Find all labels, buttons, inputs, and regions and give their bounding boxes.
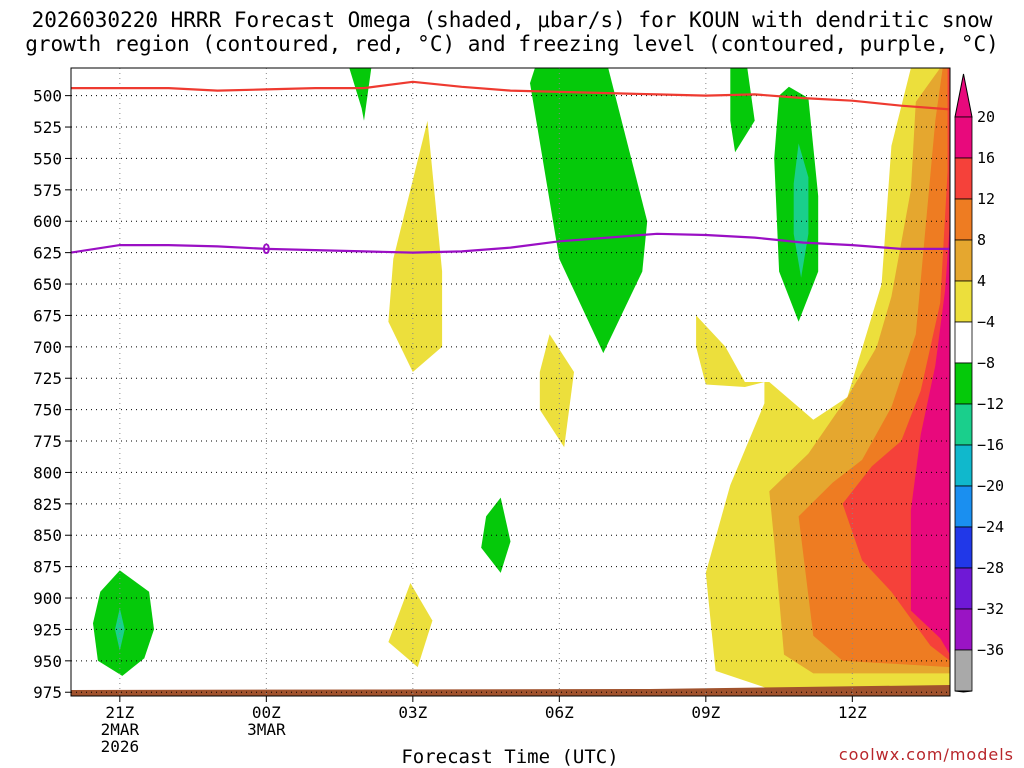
colorbar-seg-1 (954, 157, 973, 200)
x-tick-label-6-0: 03Z (398, 703, 427, 722)
colorbar-label-10: −24 (977, 518, 1004, 536)
omega-region-0 (93, 570, 154, 676)
colorbar: 20 16 12 8 4 −4 −8 −12 −16 −20 −24 −28 −32 −36 (954, 73, 1004, 693)
colorbar-seg-4 (954, 280, 973, 323)
omega-region-3 (388, 120, 443, 372)
colorbar-label-6: −8 (977, 354, 995, 372)
colorbar-label-4: 4 (977, 272, 986, 290)
y-tick-label-625: 625 (33, 244, 62, 263)
omega-region-5 (730, 68, 755, 153)
omega-region-9 (481, 497, 511, 573)
y-tick-label-525: 525 (33, 118, 62, 137)
omega-region-2 (349, 68, 372, 121)
x-tick-label-3-0: 00Z (252, 703, 281, 722)
colorbar-label-1: 16 (977, 149, 995, 167)
y-tick-label-975: 975 (33, 683, 62, 702)
y-tick-label-800: 800 (33, 463, 62, 482)
colorbar-seg-13 (954, 649, 973, 692)
omega-region-8 (539, 334, 574, 448)
y-tick-label-875: 875 (33, 558, 62, 577)
y-tick-label-750: 750 (33, 401, 62, 420)
x-tick-label-3-1: 3MAR (247, 720, 286, 739)
y-tick-label-550: 550 (33, 149, 62, 168)
y-tick-label-650: 650 (33, 275, 62, 294)
omega-region-4 (530, 68, 648, 354)
colorbar-bottom-arrow (954, 690, 973, 693)
terrain-strip (71, 685, 950, 696)
y-tick-label-725: 725 (33, 369, 62, 388)
colorbar-seg-10 (954, 526, 973, 569)
y-tick-label-575: 575 (33, 181, 62, 200)
colorbar-seg-3 (954, 239, 973, 282)
credit-text: coolwx.com/models (838, 745, 1014, 764)
x-tick-label-12-0: 09Z (691, 703, 720, 722)
colorbar-label-9: −20 (977, 477, 1004, 495)
colorbar-seg-7 (954, 403, 973, 446)
colorbar-label-7: −12 (977, 395, 1004, 413)
omega-region-15 (910, 221, 950, 655)
y-tick-label-500: 500 (33, 87, 62, 106)
omega-region-7 (793, 143, 809, 278)
freezing-line-label: 0 (262, 242, 270, 258)
plot-frame (70, 67, 951, 697)
x-tick-label-0-1: 2MAR (101, 720, 140, 739)
y-tick-label-700: 700 (33, 338, 62, 357)
colorbar-seg-6 (954, 362, 973, 405)
axes: 500 525 550 575 600 625 650 675 700 725 750 775 800 8… (33, 67, 951, 756)
y-tick-label-600: 600 (33, 212, 62, 231)
x-tick-label-0-0: 21Z (105, 703, 134, 722)
x-tick-label-9-0: 06Z (545, 703, 574, 722)
colorbar-label-0: 20 (977, 108, 995, 126)
colorbar-label-2: 12 (977, 190, 995, 208)
colorbar-seg-12 (954, 608, 973, 651)
y-tick-label-825: 825 (33, 495, 62, 514)
colorbar-label-12: −32 (977, 600, 1004, 618)
y-tick-label-950: 950 (33, 652, 62, 671)
colorbar-label-13: −36 (977, 641, 1004, 659)
colorbar-label-5: −4 (977, 313, 995, 331)
x-tick-label-15-0: 12Z (838, 703, 867, 722)
colorbar-seg-0 (954, 116, 973, 159)
colorbar-label-8: −16 (977, 436, 1004, 454)
colorbar-seg-5 (954, 321, 973, 364)
y-tick-label-900: 900 (33, 589, 62, 608)
colorbar-label-11: −28 (977, 559, 1004, 577)
contour-lines: 0 (71, 80, 950, 258)
chart-title-line-2: growth region (contoured, red, °C) and f… (25, 32, 999, 56)
colorbar-seg-11 (954, 567, 973, 610)
freezing-line (71, 232, 950, 254)
omega-regions (71, 68, 950, 696)
x-axis-label: Forecast Time (UTC) (401, 746, 618, 768)
chart-title-line-1: 2026030220 HRRR Forecast Omega (shaded, … (31, 8, 993, 32)
colorbar-top-arrow (954, 73, 973, 118)
y-tick-label-850: 850 (33, 526, 62, 545)
colorbar-label-3: 8 (977, 231, 986, 249)
omega-region-1 (115, 608, 125, 651)
y-tick-label-675: 675 (33, 306, 62, 325)
colorbar-seg-2 (954, 198, 973, 241)
y-tick-label-925: 925 (33, 620, 62, 639)
x-tick-label-0-2: 2026 (101, 737, 140, 756)
y-tick-label-775: 775 (33, 432, 62, 451)
dendritic-line (71, 80, 950, 111)
omega-region-10 (388, 583, 433, 668)
colorbar-seg-9 (954, 485, 973, 528)
colorbar-seg-8 (954, 444, 973, 487)
